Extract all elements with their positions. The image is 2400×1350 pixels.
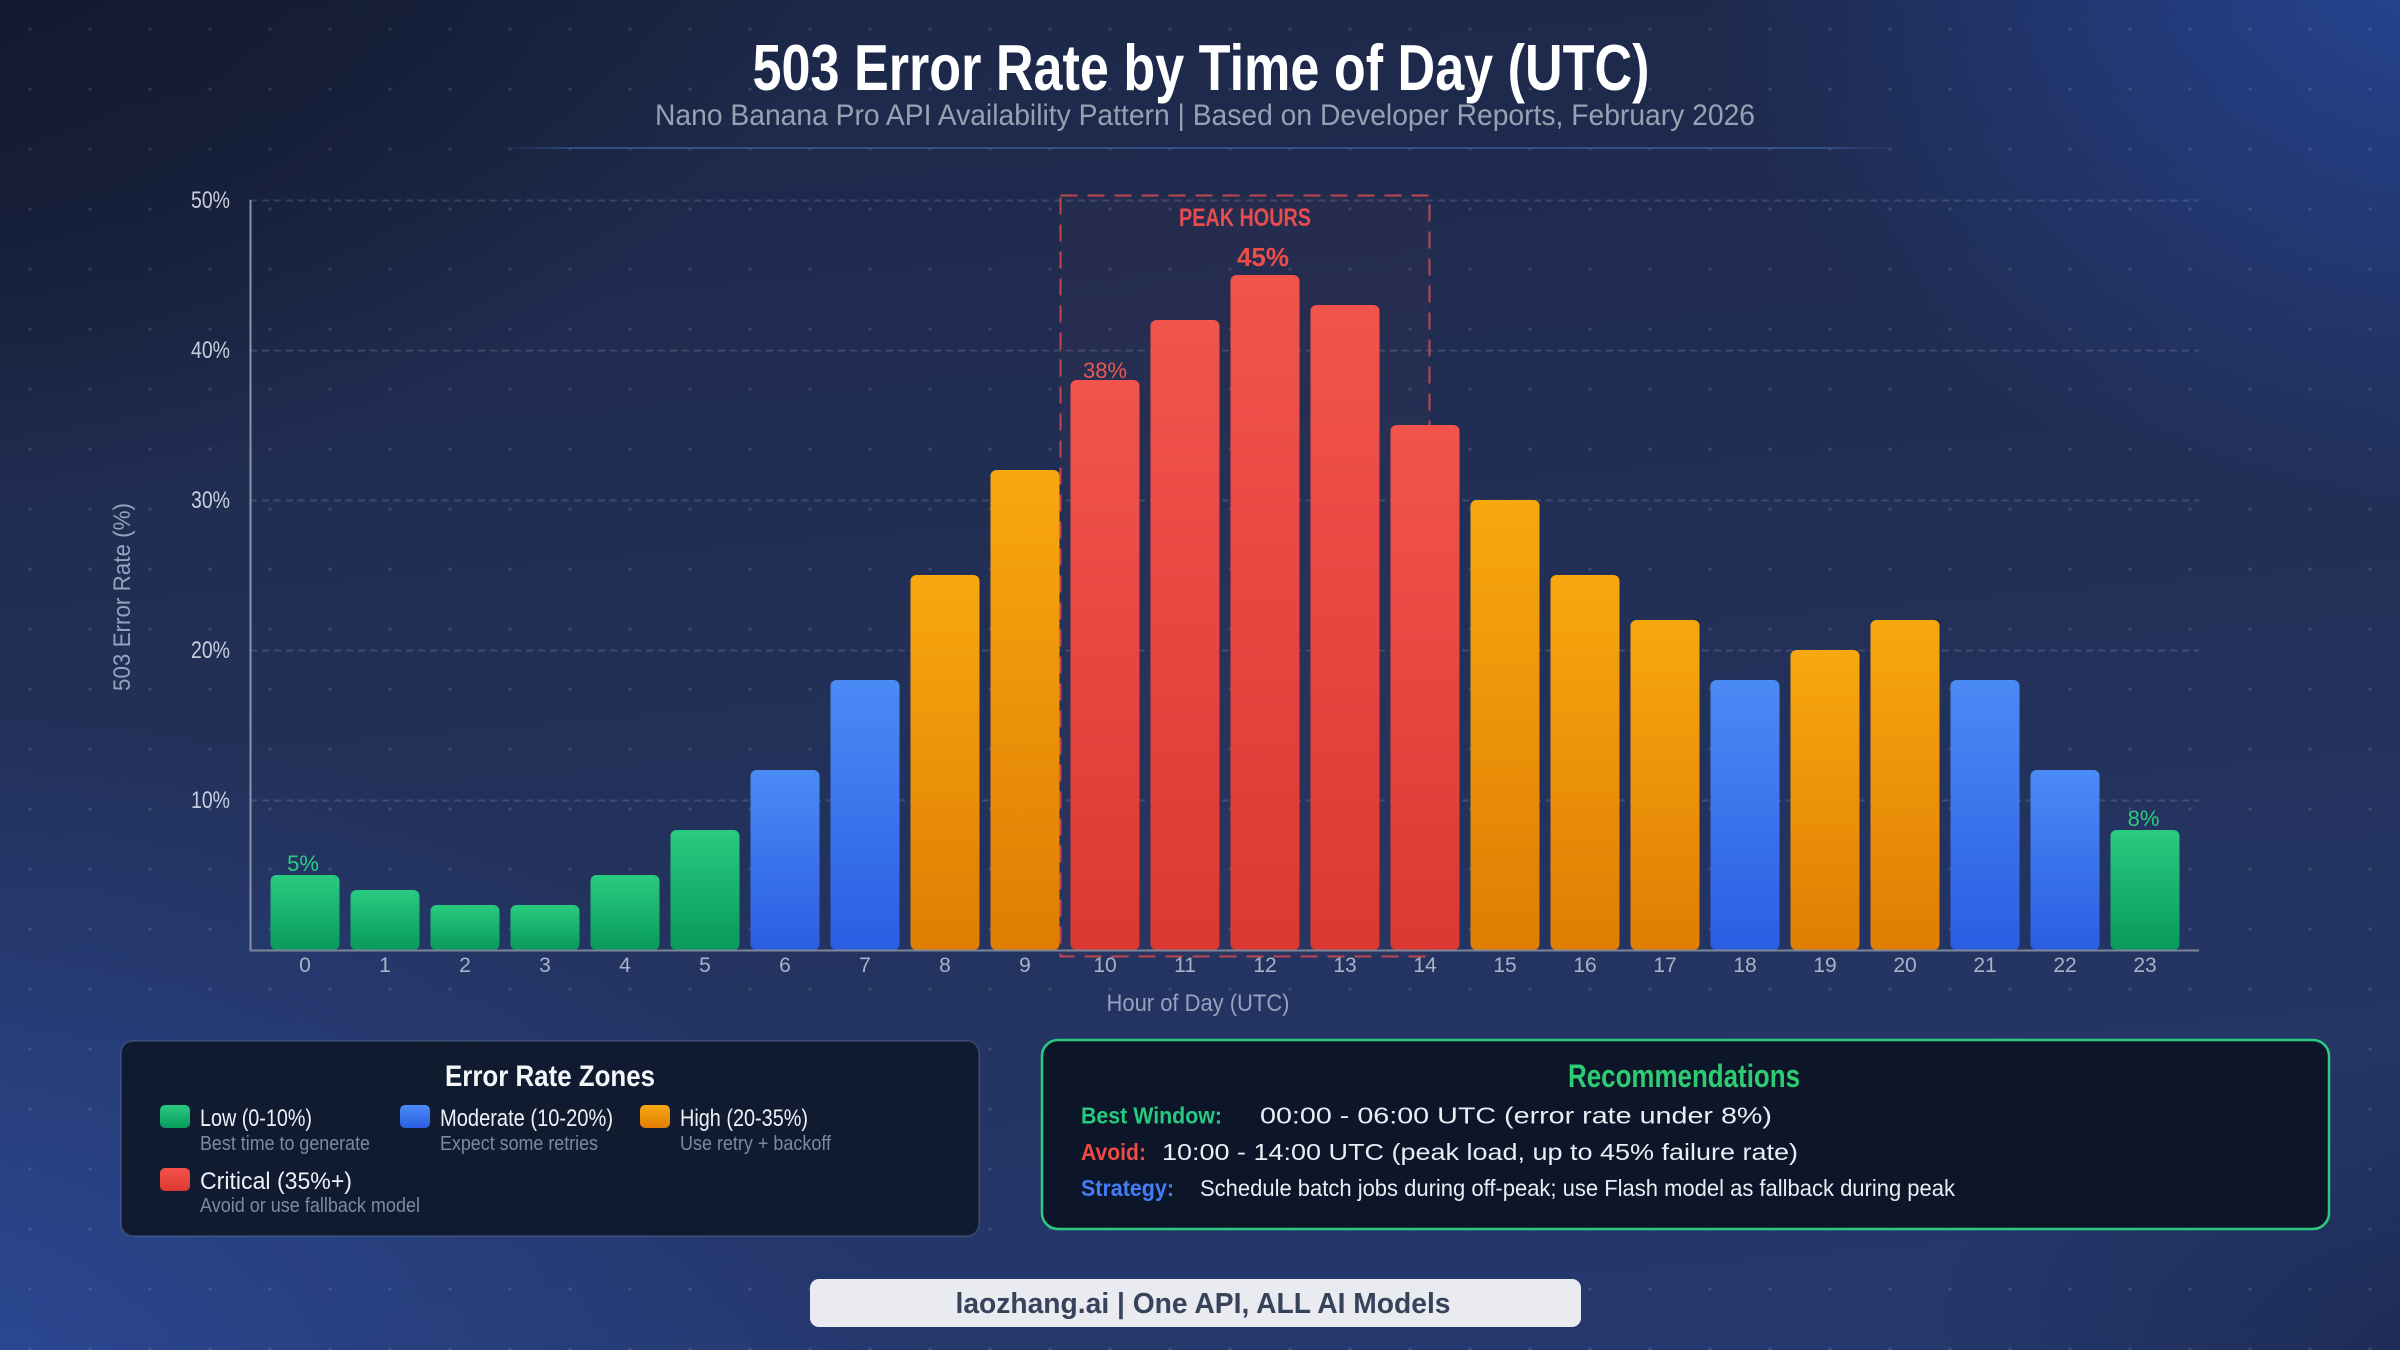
- svg-text:38%: 38%: [1083, 358, 1127, 383]
- svg-text:22: 22: [2053, 954, 2076, 977]
- svg-text:2: 2: [459, 954, 471, 977]
- svg-text:Expect some retries: Expect some retries: [440, 1133, 598, 1155]
- svg-text:9: 9: [1019, 954, 1031, 977]
- svg-text:16: 16: [1573, 954, 1596, 977]
- svg-text:40%: 40%: [191, 337, 230, 364]
- svg-text:Use retry + backoff: Use retry + backoff: [680, 1133, 831, 1155]
- svg-text:High (20-35%): High (20-35%): [680, 1105, 808, 1132]
- svg-text:15: 15: [1493, 954, 1516, 977]
- svg-text:00:00 - 06:00 UTC (error rate: 00:00 - 06:00 UTC (error rate under 8%): [1260, 1103, 1772, 1129]
- svg-text:Error Rate Zones: Error Rate Zones: [445, 1060, 655, 1093]
- svg-text:13: 13: [1333, 954, 1356, 977]
- svg-text:Hour of Day (UTC): Hour of Day (UTC): [1107, 990, 1290, 1017]
- svg-text:17: 17: [1653, 954, 1676, 977]
- svg-text:45%: 45%: [1237, 242, 1289, 272]
- svg-text:Critical (35%+): Critical (35%+): [200, 1168, 352, 1195]
- svg-text:30%: 30%: [191, 487, 230, 514]
- svg-text:Nano Banana Pro API Availabili: Nano Banana Pro API Availability Pattern…: [655, 99, 1755, 132]
- svg-text:19: 19: [1813, 954, 1836, 977]
- svg-text:laozhang.ai | One API, ALL AI: laozhang.ai | One API, ALL AI Models: [956, 1288, 1451, 1320]
- svg-text:10: 10: [1093, 954, 1116, 977]
- svg-text:21: 21: [1973, 954, 1996, 977]
- svg-text:6: 6: [779, 954, 791, 977]
- svg-text:8: 8: [939, 954, 951, 977]
- svg-text:Avoid:: Avoid:: [1081, 1139, 1146, 1165]
- svg-text:23: 23: [2133, 954, 2156, 977]
- svg-text:Strategy:: Strategy:: [1081, 1175, 1174, 1201]
- svg-text:Moderate (10-20%): Moderate (10-20%): [440, 1105, 613, 1132]
- svg-text:20%: 20%: [191, 637, 230, 664]
- svg-text:PEAK HOURS: PEAK HOURS: [1179, 204, 1311, 232]
- svg-text:Schedule batch jobs during off: Schedule batch jobs during off-peak; use…: [1200, 1175, 1955, 1201]
- svg-text:0: 0: [299, 954, 311, 977]
- svg-text:5%: 5%: [287, 851, 319, 876]
- svg-text:Best Window:: Best Window:: [1081, 1103, 1222, 1129]
- svg-text:3: 3: [539, 954, 551, 977]
- svg-text:11: 11: [1174, 954, 1196, 977]
- svg-text:Best time to generate: Best time to generate: [200, 1133, 370, 1155]
- svg-text:8%: 8%: [2128, 806, 2160, 831]
- svg-text:1: 1: [379, 954, 391, 977]
- svg-text:50%: 50%: [191, 187, 230, 214]
- svg-text:20: 20: [1893, 954, 1916, 977]
- svg-text:503 Error Rate (%): 503 Error Rate (%): [109, 503, 136, 691]
- svg-text:12: 12: [1253, 954, 1276, 977]
- svg-text:7: 7: [859, 954, 871, 977]
- svg-text:Low (0-10%): Low (0-10%): [200, 1105, 312, 1132]
- svg-text:10%: 10%: [191, 787, 230, 814]
- svg-text:5: 5: [699, 954, 711, 977]
- svg-text:Avoid or use fallback model: Avoid or use fallback model: [200, 1195, 420, 1217]
- svg-text:Recommendations: Recommendations: [1568, 1058, 1800, 1094]
- svg-text:10:00 - 14:00 UTC (peak load,: 10:00 - 14:00 UTC (peak load, up to 45% …: [1162, 1139, 1798, 1165]
- svg-text:14: 14: [1413, 954, 1437, 977]
- svg-text:4: 4: [619, 954, 631, 977]
- svg-text:18: 18: [1733, 954, 1756, 977]
- svg-text:503 Error Rate by Time of Day: 503 Error Rate by Time of Day (UTC): [753, 31, 1650, 104]
